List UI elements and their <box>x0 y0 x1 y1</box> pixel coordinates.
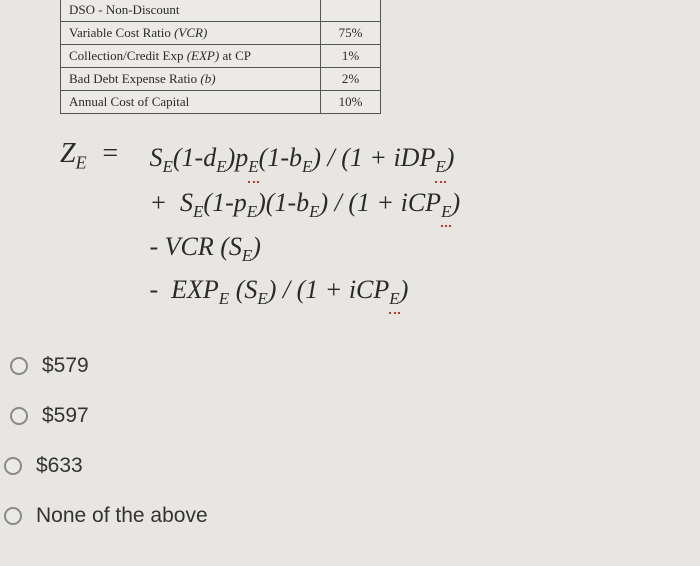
cell-value: 2% <box>321 68 381 91</box>
cell-label: Collection/Credit Exp (EXP) at CP <box>61 45 321 68</box>
formula-line-4: - EXPE (SE) / (1 + iCPE) <box>149 270 460 315</box>
table-row: Collection/Credit Exp (EXP) at CP 1% <box>61 45 381 68</box>
cell-label: DSO - Non-Discount <box>61 0 321 22</box>
option-label: $579 <box>42 354 89 378</box>
cell-label: Annual Cost of Capital <box>61 91 321 114</box>
option-597[interactable]: $597 <box>10 404 700 428</box>
cell-value: 10% <box>321 91 381 114</box>
cell-value: 1% <box>321 45 381 68</box>
cell-label: Variable Cost Ratio (VCR) <box>61 22 321 45</box>
formula-line-2: + SE(1-pE)(1-bE) / (1 + iCPE) <box>149 183 460 228</box>
table-row: DSO - Non-Discount <box>61 0 381 22</box>
radio-icon[interactable] <box>4 507 22 525</box>
formula-rhs: SE(1-dE)pE(1-bE) / (1 + iDPE) + SE(1-pE)… <box>149 138 460 314</box>
cell-value: 75% <box>321 22 381 45</box>
option-label: $597 <box>42 404 89 428</box>
table-row: Bad Debt Expense Ratio (b) 2% <box>61 68 381 91</box>
radio-icon[interactable] <box>10 407 28 425</box>
table-row: Variable Cost Ratio (VCR) 75% <box>61 22 381 45</box>
option-579[interactable]: $579 <box>10 354 700 378</box>
parameter-table: DSO - Non-Discount Variable Cost Ratio (… <box>60 0 381 114</box>
option-label: $633 <box>36 454 83 478</box>
radio-icon[interactable] <box>4 457 22 475</box>
option-label: None of the above <box>36 504 208 528</box>
formula: ZE = SE(1-dE)pE(1-bE) / (1 + iDPE) + SE(… <box>0 138 700 314</box>
formula-line-3: - VCR (SE) <box>149 227 460 270</box>
cell-label: Bad Debt Expense Ratio (b) <box>61 68 321 91</box>
formula-lhs: ZE = <box>60 138 149 174</box>
answer-options: $579 $597 $633 None of the above <box>0 354 700 528</box>
option-none[interactable]: None of the above <box>10 504 700 528</box>
radio-icon[interactable] <box>10 357 28 375</box>
cell-value <box>321 0 381 22</box>
table-row: Annual Cost of Capital 10% <box>61 91 381 114</box>
option-633[interactable]: $633 <box>10 454 700 478</box>
formula-line-1: SE(1-dE)pE(1-bE) / (1 + iDPE) <box>149 138 460 183</box>
